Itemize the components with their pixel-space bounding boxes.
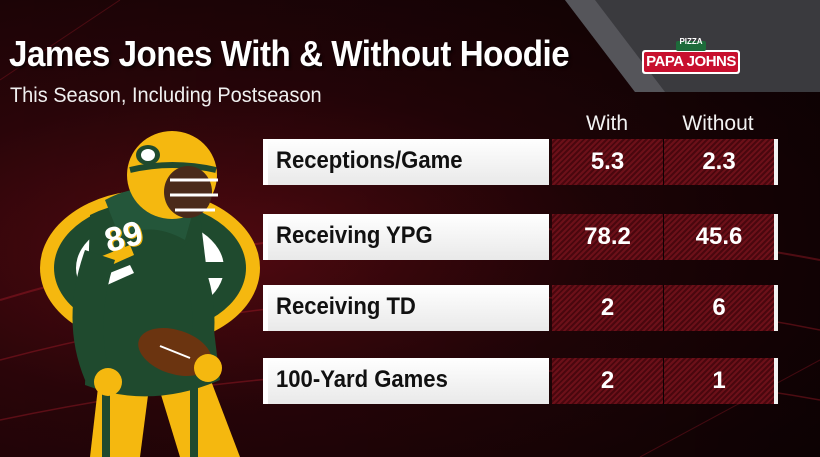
column-header-without: Without	[682, 112, 754, 135]
player-image	[30, 120, 270, 457]
stat-label-box: Receiving YPG	[263, 214, 549, 260]
row-end-bar	[774, 358, 778, 404]
stat-label-box: 100-Yard Games	[263, 358, 549, 404]
stat-value-without: 6	[712, 294, 726, 321]
stat-value-without: 2.3	[702, 148, 736, 175]
stat-label-box: Receptions/Game	[263, 139, 549, 185]
column-header-with: With	[586, 112, 628, 135]
stat-label: Receiving TD	[276, 293, 416, 320]
page-subtitle: This Season, Including Postseason	[10, 84, 322, 107]
stat-cell-with: 2	[552, 285, 663, 331]
stat-value-with: 2	[600, 294, 615, 321]
page-title: James Jones With & Without Hoodie	[9, 33, 570, 74]
stat-value-without: 45.6	[695, 223, 743, 250]
stat-cell-with: 2	[552, 358, 663, 404]
stat-cell-without: 1	[664, 358, 774, 404]
stat-cell-without: 2.3	[664, 139, 774, 185]
stat-label-box: Receiving TD	[263, 285, 549, 331]
sponsor-top-text: PIZZA	[679, 37, 703, 46]
stat-value-without: 1	[712, 367, 726, 394]
cell-divider	[663, 285, 664, 331]
stat-cell-without: 45.6	[664, 214, 774, 260]
stat-cell-with: 78.2	[552, 214, 663, 260]
stat-row-receiving-td: Receiving TD 2 6	[263, 285, 778, 331]
stat-cell-without: 6	[664, 285, 774, 331]
stat-row-receiving-ypg: Receiving YPG 78.2 45.6	[263, 214, 778, 260]
stat-row-100-yard-games: 100-Yard Games 2 1	[263, 358, 778, 404]
row-end-bar	[774, 285, 778, 331]
stat-label: Receptions/Game	[276, 147, 463, 174]
cell-divider	[663, 139, 664, 185]
stat-label: 100-Yard Games	[276, 366, 448, 393]
cell-divider	[663, 358, 664, 404]
stat-value-with: 78.2	[584, 223, 631, 250]
stat-value-with: 2	[600, 367, 615, 394]
cell-divider	[663, 214, 664, 260]
papa-johns-logo-icon	[636, 38, 746, 78]
sponsor-name: PAPA JOHNS	[646, 53, 736, 70]
row-end-bar	[774, 139, 778, 185]
stat-label: Receiving YPG	[276, 222, 433, 249]
stat-row-receptions: Receptions/Game 5.3 2.3	[263, 139, 778, 185]
stat-cell-with: 5.3	[552, 139, 663, 185]
row-end-bar	[774, 214, 778, 260]
stat-value-with: 5.3	[590, 148, 625, 175]
